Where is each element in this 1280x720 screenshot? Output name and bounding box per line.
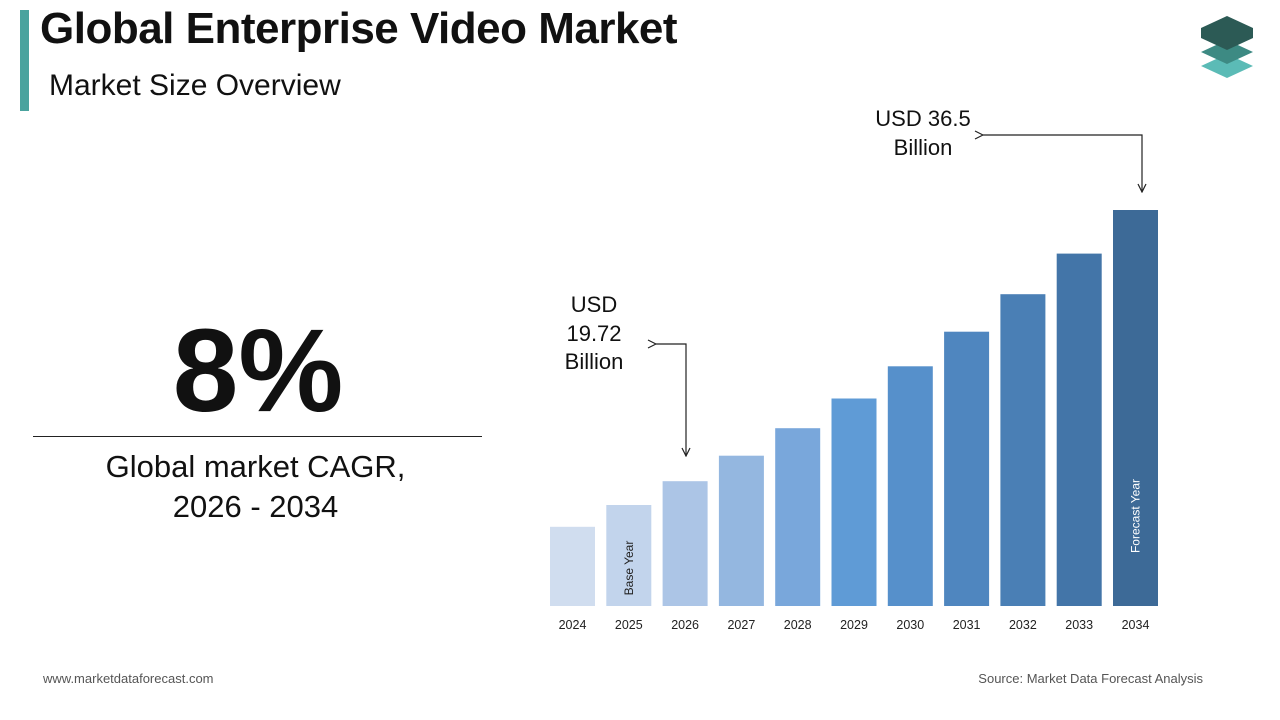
start-value-callout: USD 19.72 Billion	[553, 291, 635, 377]
bar-2028	[775, 428, 821, 606]
cagr-label-line1: Global market CAGR,	[105, 449, 406, 484]
bar-2032	[1000, 294, 1046, 606]
bar-2027	[718, 455, 764, 606]
x-tick-label-2027: 2027	[727, 618, 755, 632]
bar-annotation-2034: Forecast Year	[1129, 479, 1143, 553]
bar-2033	[1056, 253, 1102, 606]
x-axis-labels: 2024 2025 2026 2027 2028 2029 2030 2031 2032 2033…	[559, 618, 1150, 632]
bar-annotation-2025: Base Year	[622, 541, 636, 596]
page-title: Global Enterprise Video Market	[40, 4, 678, 53]
footer-website: www.marketdataforecast.com	[43, 671, 214, 686]
end-value-callout: USD 36.5 Billion	[860, 105, 986, 162]
start-callout-line3: Billion	[564, 349, 624, 374]
x-tick-label-2031: 2031	[953, 618, 981, 632]
x-tick-label-2029: 2029	[840, 618, 868, 632]
x-tick-label-2028: 2028	[784, 618, 812, 632]
end-callout-line1: USD 36.5	[875, 106, 971, 131]
page-subtitle: Market Size Overview	[49, 69, 341, 102]
start-callout-arrow	[656, 344, 686, 456]
bars-group	[550, 210, 1158, 606]
bar-2025	[606, 505, 652, 606]
bar-2029	[831, 398, 877, 606]
cagr-divider	[33, 436, 482, 437]
bar-2024	[550, 526, 595, 606]
bar-2031	[944, 331, 990, 606]
cagr-value: 8%	[172, 305, 344, 437]
bar-annotations: Base Year Forecast Year	[622, 479, 1143, 595]
x-tick-label-2034: 2034	[1122, 618, 1150, 632]
bar-2026	[662, 481, 708, 606]
cagr-label: Global market CAGR, 2026 - 2034	[33, 447, 478, 527]
start-callout-line2: 19.72	[566, 320, 622, 346]
x-tick-label-2026: 2026	[671, 618, 699, 632]
x-tick-label-2033: 2033	[1065, 618, 1093, 632]
x-tick-label-2030: 2030	[896, 618, 924, 632]
x-tick-label-2032: 2032	[1009, 618, 1037, 632]
footer-source: Source: Market Data Forecast Analysis	[978, 671, 1203, 686]
x-tick-label-2024: 2024	[559, 618, 587, 632]
end-callout-line2: Billion	[893, 134, 953, 160]
cagr-label-line2: 2026 - 2034	[172, 489, 339, 524]
x-tick-label-2025: 2025	[615, 618, 643, 632]
end-callout-arrow	[983, 135, 1142, 192]
bar-2030	[887, 366, 933, 606]
company-logo-icon	[1201, 16, 1253, 78]
title-accent-bar	[20, 10, 29, 111]
bar-2034	[1113, 210, 1158, 606]
start-callout-line1: USD	[570, 292, 618, 317]
